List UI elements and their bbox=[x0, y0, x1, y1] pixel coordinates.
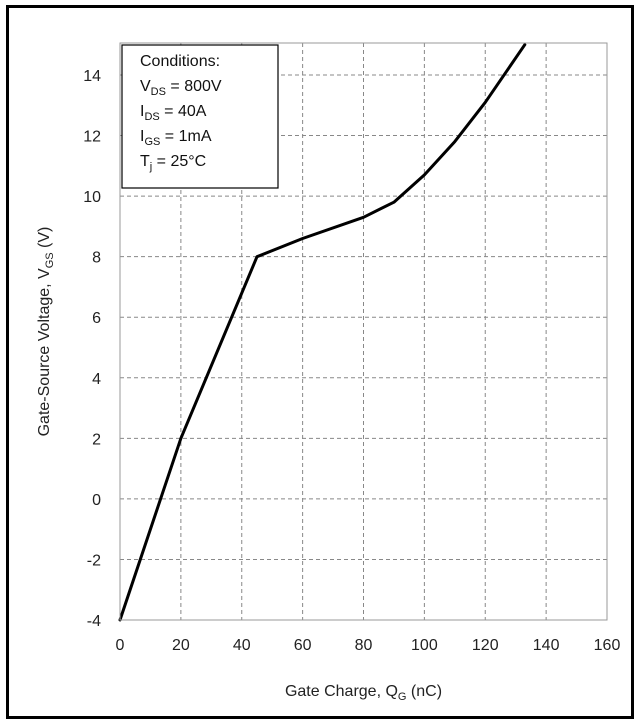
y-axis-label: Gate-Source Voltage, VGS (V) bbox=[36, 227, 56, 437]
x-tick-label: 60 bbox=[294, 637, 312, 654]
plot-area-border bbox=[119, 42, 608, 621]
condition-ids-symbol: I bbox=[140, 103, 144, 120]
condition-tj-value: = 25°C bbox=[152, 153, 206, 170]
y-tick-label: 8 bbox=[92, 250, 101, 267]
condition-tj-subscript: j bbox=[149, 161, 152, 173]
y-tick-label: 12 bbox=[83, 129, 101, 146]
condition-ids-value: = 40A bbox=[160, 103, 207, 120]
condition-tj: Tj = 25°C bbox=[140, 153, 206, 173]
condition-ids: IDS = 40A bbox=[140, 103, 207, 123]
series-layer bbox=[118, 43, 527, 622]
y-tick-label: 0 bbox=[92, 492, 101, 509]
y-tick-label: 14 bbox=[83, 68, 101, 85]
y-tick-label: 6 bbox=[92, 310, 101, 327]
conditions-box: Conditions: VDS = 800V IDS = 40A IGS = 1… bbox=[121, 44, 279, 189]
x-tick-label: 40 bbox=[233, 637, 251, 654]
condition-vds-subscript: DS bbox=[151, 86, 166, 98]
condition-igs-value: = 1mA bbox=[160, 128, 211, 145]
condition-igs: IGS = 1mA bbox=[140, 128, 212, 148]
x-axis-label-unit: (nC) bbox=[406, 683, 442, 700]
x-tick-label: 0 bbox=[116, 637, 125, 654]
gate-charge-chart: 0 20 40 60 80 100 120 140 160 -4 -2 0 2 4 6 8 10 12 14 Con… bbox=[36, 42, 620, 703]
y-tick-label: -2 bbox=[87, 552, 101, 569]
condition-vds-value: = 800V bbox=[166, 78, 222, 95]
y-axis-label-main: Gate-Source Voltage, V bbox=[36, 268, 53, 436]
condition-vds: VDS = 800V bbox=[140, 78, 222, 98]
y-tick-label: 4 bbox=[92, 371, 101, 388]
x-tick-label: 20 bbox=[172, 637, 190, 654]
condition-tj-symbol: T bbox=[140, 153, 150, 170]
x-axis-label-main: Gate Charge, Q bbox=[285, 683, 398, 700]
x-tick-label: 80 bbox=[355, 637, 373, 654]
conditions-title: Conditions: bbox=[140, 53, 220, 70]
y-tick-label: 10 bbox=[83, 189, 101, 206]
chart-frame: 0 20 40 60 80 100 120 140 160 -4 -2 0 2 4 6 8 10 12 14 Con… bbox=[6, 5, 634, 719]
condition-igs-subscript: GS bbox=[144, 136, 160, 148]
y-tick-label: 2 bbox=[92, 431, 101, 448]
y-axis-label-subscript: GS bbox=[44, 252, 56, 268]
conditions-box-border bbox=[121, 44, 279, 189]
x-tick-label: 100 bbox=[411, 637, 438, 654]
x-axis-label: Gate Charge, QG (nC) bbox=[285, 683, 442, 703]
condition-ids-subscript: DS bbox=[144, 111, 159, 123]
condition-igs-symbol: I bbox=[140, 128, 144, 145]
x-axis-label-subscript: G bbox=[398, 691, 407, 703]
x-tick-label: 140 bbox=[533, 637, 560, 654]
condition-vds-symbol: V bbox=[140, 78, 151, 95]
x-tick-label: 120 bbox=[472, 637, 499, 654]
gate-charge-curve bbox=[118, 43, 527, 622]
y-axis-label-unit: (V) bbox=[36, 227, 53, 253]
x-tick-label: 160 bbox=[594, 637, 621, 654]
tick-labels: 0 20 40 60 80 100 120 140 160 -4 -2 0 2 4 6 8 10 12 14 bbox=[83, 68, 620, 654]
grid bbox=[120, 43, 607, 620]
y-tick-label: -4 bbox=[87, 613, 101, 630]
